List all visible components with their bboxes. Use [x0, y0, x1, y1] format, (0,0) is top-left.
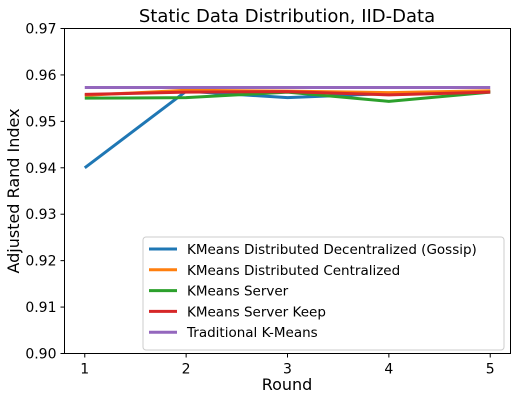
plot-frame	[64, 28, 511, 354]
y-tick-label: 0.97	[25, 22, 56, 38]
y-tick-label: 0.92	[25, 254, 56, 270]
axis-ticks: 1 2 3 4 5 0.90 0.91 0.92 0.93 0.94 0.95 0.96 0.97	[25, 22, 494, 378]
y-tick-label: 0.91	[25, 300, 56, 316]
legend-label-kmeans-server-keep: KMeans Server Keep	[187, 304, 326, 320]
y-tick-label: 0.90	[25, 347, 56, 363]
y-tick-label: 0.96	[25, 68, 56, 84]
series-line-kmeans-server-keep	[84, 90, 491, 97]
x-tick-label: 4	[384, 362, 393, 378]
legend-label-kmeans-server: KMeans Server	[187, 284, 289, 300]
legend-label-kmeans-distributed-centralized: KMeans Distributed Centralized	[187, 263, 400, 279]
x-tick-label: 5	[486, 362, 495, 378]
chart-title: Static Data Distribution, IID-Data	[139, 6, 435, 27]
y-tick-label: 0.95	[25, 114, 56, 130]
y-tick-label: 0.93	[25, 207, 56, 223]
y-axis-label: Adjusted Rand Index	[4, 108, 23, 273]
legend-box	[142, 236, 505, 351]
y-tick-label: 0.94	[25, 161, 56, 177]
series-line-kmeans-distributed-decentralized-gossip	[83, 89, 491, 169]
series-lines	[83, 85, 491, 169]
x-axis-label: Round	[262, 375, 313, 394]
x-tick-label: 3	[283, 362, 292, 378]
legend-label-kmeans-distributed-decentralized-gossip: KMeans Distributed Decentralized (Gossip…	[187, 242, 477, 258]
x-tick-label: 2	[182, 362, 191, 378]
legend-label-traditional-k-means: Traditional K-Means	[186, 325, 318, 341]
legend: KMeans Distributed Decentralized (Gossip…	[142, 236, 505, 351]
x-tick-label: 1	[80, 362, 89, 378]
